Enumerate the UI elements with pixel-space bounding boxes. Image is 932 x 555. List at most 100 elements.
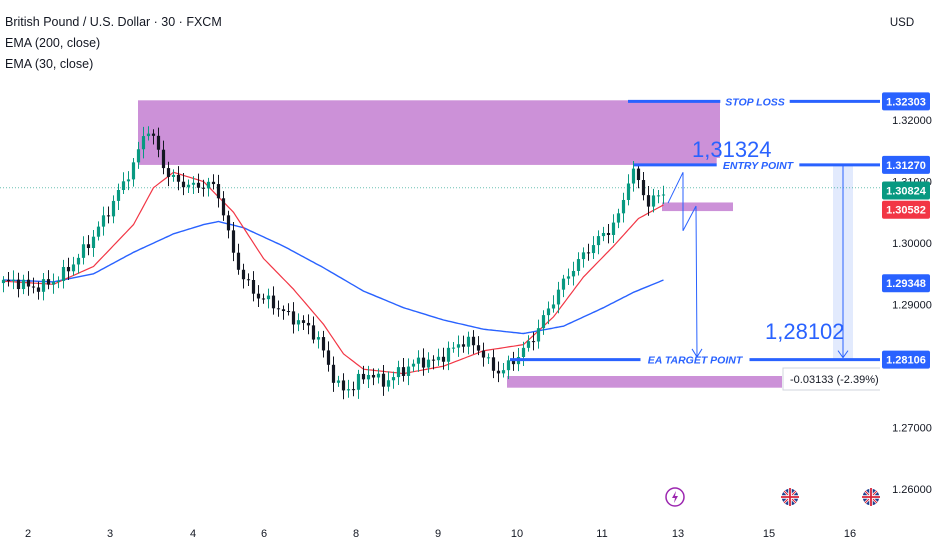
candle-body [616,213,621,223]
candle-body [586,252,591,254]
candle-body [336,380,341,383]
level-price-label[interactable]: 1.31270 [886,160,926,172]
level-label-bg [640,352,750,367]
level-price-label[interactable]: 1.28106 [886,355,926,367]
lightning-event-bolt [672,491,678,503]
candle-body [286,311,291,313]
candle-body [261,298,266,300]
ema-200-line[interactable] [3,220,664,335]
axis-price-label[interactable]: 1.29348 [886,278,926,290]
candle-body [351,389,356,391]
uk-flag-icon[interactable] [861,487,881,507]
candle-body [131,162,136,180]
measure-arrowhead [837,350,849,359]
y-tick-label: 1.27000 [892,423,932,435]
y-tick-label: 1.32000 [892,115,932,127]
candle-body [496,370,501,374]
level-price-label-bg[interactable] [882,350,930,369]
chart-legend: British Pound / U.S. Dollar · 30 · FXCM … [5,12,222,75]
axis-price-label[interactable]: 1.30582 [886,205,926,217]
level-price-label[interactable]: 1.32303 [886,96,926,108]
entry-zone[interactable] [662,202,733,212]
candle-body [256,293,261,299]
candle-body [631,168,636,184]
candle-body [566,276,571,279]
candle-body [326,350,331,365]
axis-price-label[interactable]: 1.30824 [886,186,927,198]
uk-flag-icon[interactable] [780,487,800,507]
candle-body [66,266,71,272]
candle-body [156,135,161,150]
lightning-event-icon[interactable] [665,487,685,507]
candle-body [656,195,661,197]
candle-body [311,325,316,340]
candle-body [246,279,251,281]
candle-body [581,252,586,260]
entry-price-text[interactable]: 1,31324 [692,137,772,162]
target-zone[interactable] [507,376,782,388]
candle-body [661,194,666,196]
candle-body [281,309,286,312]
level-price-label-bg[interactable] [882,92,930,111]
x-tick-label: 13 [672,528,684,540]
candle-body [531,341,536,343]
level-price-label-bg[interactable] [882,155,930,174]
candle-body [491,357,496,371]
level-label[interactable]: STOP LOSS [725,96,785,108]
candle-body [46,279,51,285]
candle-body [356,373,361,390]
candle-body [121,181,126,191]
candle-body [116,190,121,201]
candle-body [576,259,581,271]
candle-body [91,236,96,249]
candle-body [231,230,236,253]
time-axis-bg [0,520,880,550]
ema-30-line[interactable] [3,171,664,375]
axis-price-label-bg[interactable] [882,200,930,219]
indicator-ema-200[interactable]: EMA (200, close) [5,36,101,50]
candle-body [181,181,186,188]
candle-body [96,226,101,237]
candle-body [396,367,401,378]
candle-body [436,356,441,361]
level-label[interactable]: ENTRY POINT [723,160,795,172]
drawings-layer[interactable]: STOP LOSS ENTRY POINT EA TARGET POINT 1,313… [510,94,898,391]
candle-body [426,359,431,368]
currency-label[interactable]: USD [890,17,914,29]
x-tick-label: 10 [511,528,523,540]
indicator-ema-30[interactable]: EMA (30, close) [5,57,94,71]
candle-body [196,182,201,188]
candle-body [341,380,346,391]
candle-body [6,279,11,282]
candle-body [556,289,561,305]
candle-body [226,215,231,231]
candle-body [431,359,436,361]
axis-price-label-bg[interactable] [882,181,930,200]
projection-path[interactable] [667,172,698,357]
candle-body [271,295,276,309]
level-label[interactable]: EA TARGET POINT [648,355,744,367]
events-layer[interactable] [665,487,881,507]
candle-body [381,373,386,387]
price-axis[interactable]: USD1.320001.310001.300001.290001.270001.… [880,0,932,550]
symbol-title[interactable]: British Pound / U.S. Dollar · 30 · FXCM [5,15,222,29]
candle-body [401,367,406,376]
x-tick-label: 3 [107,528,113,540]
supply-zone[interactable] [138,100,720,165]
candle-body [406,366,411,376]
target-price-text[interactable]: 1,28102 [765,319,845,344]
candle-body [296,320,301,325]
candle-body [446,347,451,362]
time-axis[interactable]: 2 3 4 6 8 9 10 11 13 15 16 [0,520,880,550]
axis-price-label-bg[interactable] [882,274,930,293]
candle-body [546,308,551,316]
candle-body [646,195,651,207]
candle-body [56,280,61,282]
candle-body [321,337,326,351]
candle-body [21,279,26,290]
series-layer [3,171,664,375]
candle-body [266,295,271,300]
candle-body [171,174,176,177]
